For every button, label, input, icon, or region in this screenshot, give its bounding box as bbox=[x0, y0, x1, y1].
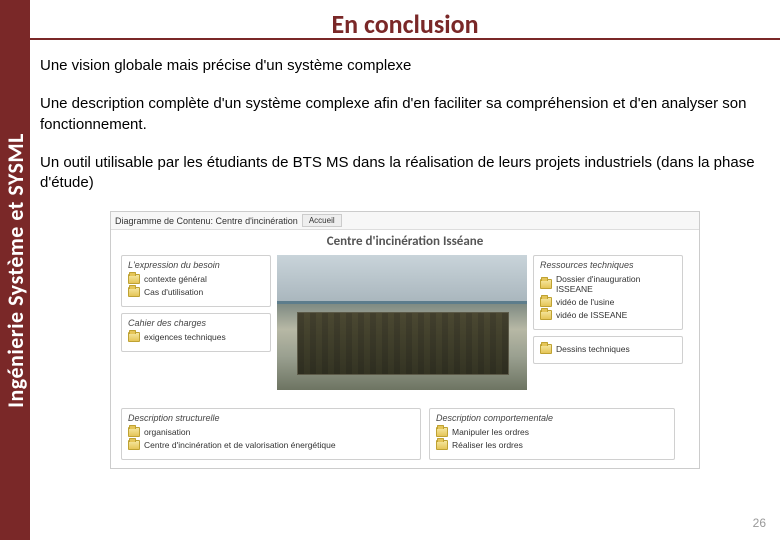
folder-icon bbox=[128, 274, 140, 284]
title-underline bbox=[0, 38, 780, 40]
folder-icon bbox=[540, 310, 552, 320]
item-label: Manipuler les ordres bbox=[452, 427, 529, 437]
panel-cahier-charges: Cahier des charges exigences techniques bbox=[121, 313, 271, 352]
folder-icon bbox=[128, 332, 140, 342]
embedded-diagram: Diagramme de Contenu: Centre d'incinérat… bbox=[110, 211, 700, 469]
sidebar: Ingénierie Système et SYSML bbox=[0, 0, 30, 540]
item-label: exigences techniques bbox=[144, 332, 226, 342]
list-item: Centre d'incinération et de valorisation… bbox=[128, 440, 414, 450]
list-item: exigences techniques bbox=[128, 332, 264, 342]
item-label: Centre d'incinération et de valorisation… bbox=[144, 440, 336, 450]
item-label: Réaliser les ordres bbox=[452, 440, 523, 450]
page-number: 26 bbox=[753, 516, 766, 530]
item-label: Dossier d'inauguration ISSEANE bbox=[556, 274, 676, 294]
item-label: Dessins techniques bbox=[556, 344, 630, 354]
list-item: Cas d'utilisation bbox=[128, 287, 264, 297]
bullet-3: Un outil utilisable par les étudiants de… bbox=[40, 153, 770, 194]
bullet-2: Une description complète d'un système co… bbox=[40, 94, 770, 135]
list-item: vidéo de ISSEANE bbox=[540, 310, 676, 320]
folder-icon bbox=[540, 344, 552, 354]
item-label: organisation bbox=[144, 427, 190, 437]
list-item: Manipuler les ordres bbox=[436, 427, 668, 437]
panel-dessins: Dessins techniques bbox=[533, 336, 683, 364]
slide-title: En conclusion bbox=[40, 8, 770, 40]
slide-content: En conclusion Une vision globale mais pr… bbox=[40, 0, 770, 469]
list-item: Dossier d'inauguration ISSEANE bbox=[540, 274, 676, 294]
folder-icon bbox=[436, 427, 448, 437]
list-item: organisation bbox=[128, 427, 414, 437]
bullet-1: Une vision globale mais précise d'un sys… bbox=[40, 56, 770, 76]
item-label: Cas d'utilisation bbox=[144, 287, 203, 297]
folder-icon bbox=[128, 440, 140, 450]
list-item: Réaliser les ordres bbox=[436, 440, 668, 450]
sidebar-title: Ingénierie Système et SYSML bbox=[2, 133, 29, 408]
aerial-photo bbox=[277, 255, 527, 390]
panel-ressources: Ressources techniques Dossier d'inaugura… bbox=[533, 255, 683, 330]
list-item: vidéo de l'usine bbox=[540, 297, 676, 307]
folder-icon bbox=[436, 440, 448, 450]
list-item: Dessins techniques bbox=[540, 344, 676, 354]
list-item: contexte général bbox=[128, 274, 264, 284]
item-label: contexte général bbox=[144, 274, 207, 284]
panel-title: Description comportementale bbox=[436, 413, 668, 423]
panel-description-comportementale: Description comportementale Manipuler le… bbox=[429, 408, 675, 460]
panel-title: Ressources techniques bbox=[540, 260, 676, 270]
diagram-tabbar: Diagramme de Contenu: Centre d'incinérat… bbox=[111, 212, 699, 230]
panel-title: L'expression du besoin bbox=[128, 260, 264, 270]
bullet-list: Une vision globale mais précise d'un sys… bbox=[40, 56, 770, 193]
panel-expression-besoin: L'expression du besoin contexte général … bbox=[121, 255, 271, 307]
panel-description-structurelle: Description structurelle organisation Ce… bbox=[121, 408, 421, 460]
folder-icon bbox=[128, 287, 140, 297]
diagram-grid-bottom: Description structurelle organisation Ce… bbox=[111, 408, 699, 468]
right-column: Ressources techniques Dossier d'inaugura… bbox=[533, 255, 683, 364]
item-label: vidéo de ISSEANE bbox=[556, 310, 627, 320]
folder-icon bbox=[128, 427, 140, 437]
folder-icon bbox=[540, 279, 552, 289]
panel-title: Description structurelle bbox=[128, 413, 414, 423]
left-column: L'expression du besoin contexte général … bbox=[121, 255, 271, 352]
item-label: vidéo de l'usine bbox=[556, 297, 614, 307]
diagram-breadcrumb: Diagramme de Contenu: Centre d'incinérat… bbox=[115, 216, 298, 226]
diagram-tab-accueil: Accueil bbox=[302, 214, 342, 227]
panel-title: Cahier des charges bbox=[128, 318, 264, 328]
folder-icon bbox=[540, 297, 552, 307]
diagram-grid-top: L'expression du besoin contexte général … bbox=[111, 255, 699, 408]
diagram-heading: Centre d'incinération Isséane bbox=[111, 230, 699, 255]
